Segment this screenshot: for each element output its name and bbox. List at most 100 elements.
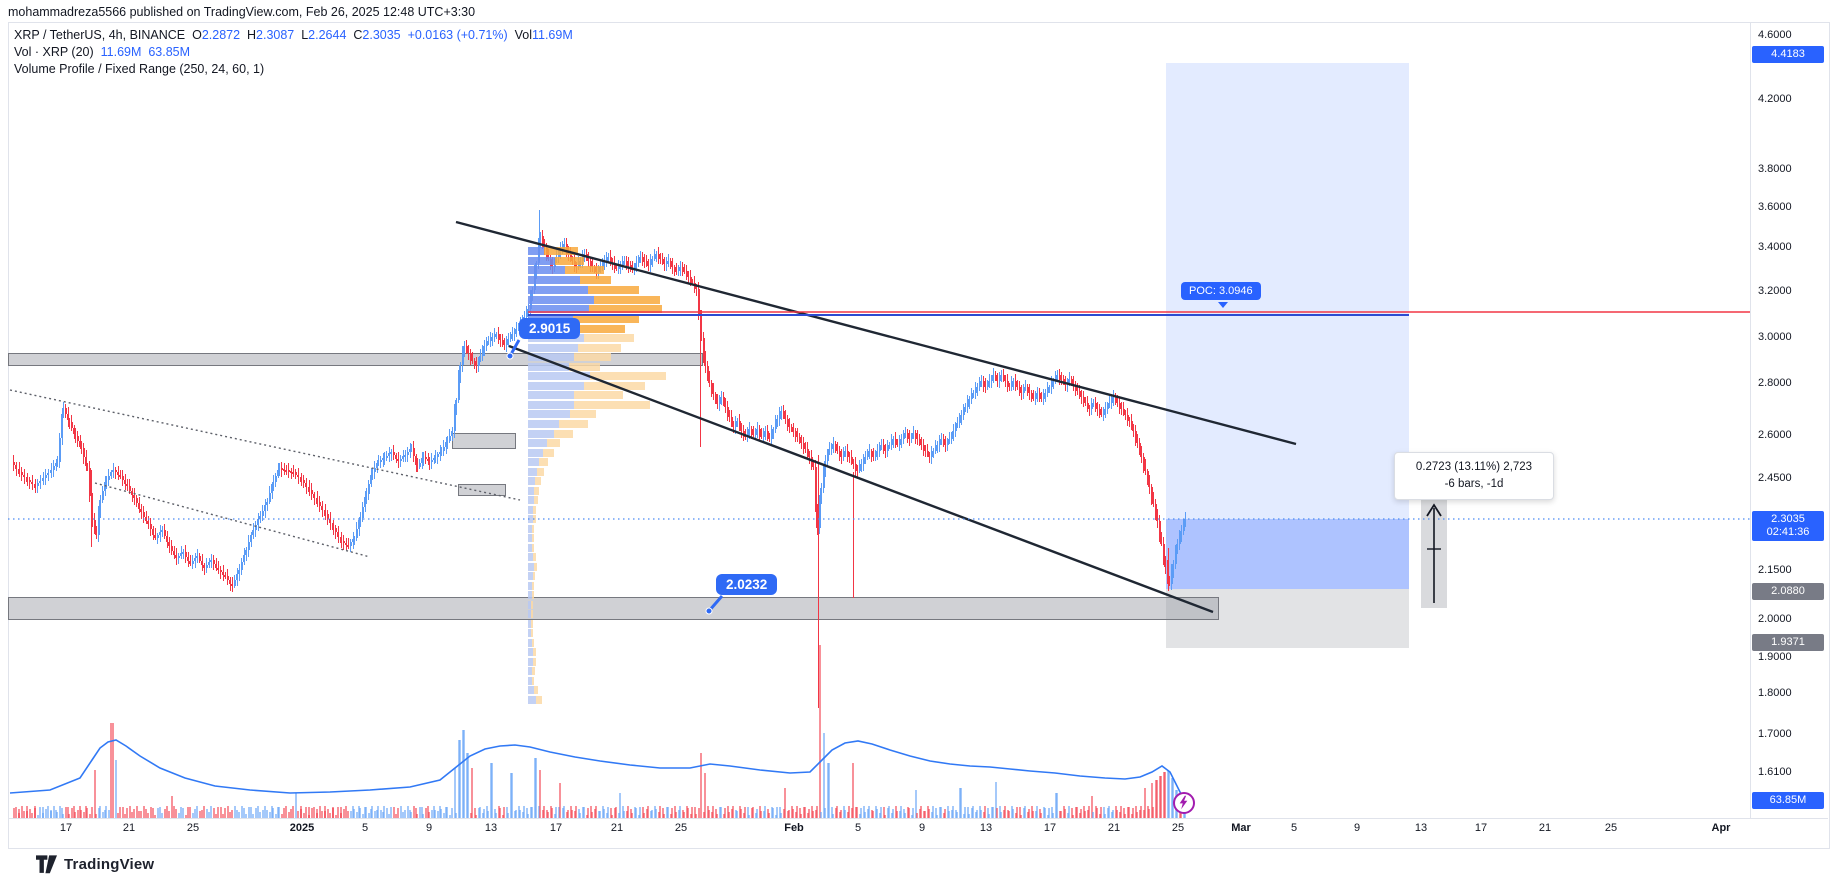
volume-bar <box>637 814 640 818</box>
volume-bar <box>388 814 391 818</box>
time-tick-13: 13 <box>979 822 993 834</box>
time-tick-13: 13 <box>1414 822 1428 834</box>
volume-bar <box>1148 808 1151 818</box>
volume-bar <box>135 806 138 818</box>
candle <box>205 564 208 568</box>
volume-bar <box>693 807 696 818</box>
legend-symbol-row[interactable]: XRP / TetherUS, 4h, BINANCE O2.2872 H2.3… <box>14 27 573 43</box>
price-badge-4.4183: 4.4183 <box>1752 46 1824 63</box>
volume-bar <box>455 812 458 818</box>
volume-bar <box>74 811 77 818</box>
volume-bar <box>505 806 508 818</box>
volume-bar <box>627 806 630 818</box>
volume-bar <box>561 808 564 818</box>
legend-volume-profile-row[interactable]: Volume Profile / Fixed Range (250, 24, 6… <box>14 61 573 77</box>
legend-volume-row[interactable]: Vol · XRP (20) 11.69M 63.85M <box>14 44 573 60</box>
volume-bar <box>410 811 413 818</box>
volume-bar <box>1068 806 1071 818</box>
volume-bar <box>547 811 550 818</box>
measure-band[interactable] <box>1421 496 1447 608</box>
candle <box>240 562 243 570</box>
volume-bar <box>585 814 588 818</box>
volume-bar <box>579 813 582 818</box>
volume-bar <box>187 807 190 818</box>
volume-bar <box>233 806 236 818</box>
volume-bar <box>700 753 703 818</box>
volume-bar <box>163 809 166 818</box>
volume-bar <box>952 806 955 818</box>
volume-bar <box>778 806 781 818</box>
vp-row-down <box>531 629 533 637</box>
price-callout-2.9015[interactable]: 2.9015 <box>519 318 581 339</box>
volume-bar <box>780 813 783 818</box>
volume-bar <box>569 806 572 818</box>
time-tick-17: 17 <box>1043 822 1057 834</box>
volume-bar <box>205 809 208 818</box>
flash-circle-icon[interactable] <box>1173 792 1195 814</box>
legend-segment: 2.3035 <box>362 28 401 42</box>
candle <box>236 573 239 580</box>
volume-bar <box>593 809 596 818</box>
volume-bar <box>97 808 100 818</box>
volume-bar <box>278 807 281 818</box>
legend-segment: +0.0163 (+0.71%) <box>400 28 508 42</box>
price-axis[interactable]: 4.6000 4.2000 3.8000 3.6000 3.4000 3.2000 3.00… <box>1750 22 1828 818</box>
volume-bar <box>1118 811 1121 818</box>
legend-segment: 2.3087 <box>256 28 295 42</box>
time-tick-5: 5 <box>1290 822 1298 834</box>
volume-bar <box>575 806 578 818</box>
volume-bar <box>20 806 23 818</box>
volume-bar <box>960 788 963 818</box>
candle <box>231 583 234 586</box>
volume-bar <box>617 812 620 818</box>
volume-bar <box>720 807 723 818</box>
volume-bar <box>406 806 409 818</box>
volume-bar <box>180 806 183 818</box>
volume-bar <box>1066 812 1069 818</box>
candle <box>194 557 197 561</box>
volume-bar <box>740 808 743 818</box>
volume-bar <box>679 806 682 818</box>
volume-bar <box>1060 810 1063 818</box>
price-callout-2.0232[interactable]: 2.0232 <box>716 574 778 595</box>
volume-bar <box>337 807 340 818</box>
price-tick-1.6100: 1.6100 <box>1758 766 1792 778</box>
volume-bar <box>1022 807 1025 818</box>
volume-bar <box>607 806 610 818</box>
volume-bar <box>742 813 745 818</box>
volume-bar <box>609 807 612 818</box>
candle <box>191 560 194 564</box>
legend-segment: Vol · XRP (20) <box>14 45 94 59</box>
legend-segment: O <box>185 28 202 42</box>
legend-segment: 11.69M <box>93 45 142 59</box>
volume-bar <box>1032 810 1035 818</box>
volume-bar <box>332 807 335 818</box>
tradingview-logo[interactable]: TradingView <box>36 855 154 874</box>
volume-bar <box>1046 814 1049 818</box>
price-tick-1.8000: 1.8000 <box>1758 687 1792 699</box>
volume-bar <box>724 807 727 818</box>
volume-bar <box>996 808 999 818</box>
volume-bar <box>469 812 472 818</box>
time-axis[interactable]: 17 21 25 2025 5 9 13 17 21 25 Feb 5 9 13 17 21 25 Mar 5 9 13… <box>8 818 1750 847</box>
volume-bar <box>597 810 600 818</box>
volume-bar <box>156 807 159 818</box>
volume-bar <box>308 814 311 818</box>
volume-bar <box>1134 806 1137 818</box>
volume-bar <box>168 810 171 818</box>
volume-bar <box>639 807 642 818</box>
volume-bar <box>1080 808 1083 818</box>
candle <box>215 563 218 568</box>
volume-bar <box>487 811 490 818</box>
volume-bar <box>477 807 480 818</box>
volume-bar <box>371 806 374 818</box>
volume-bar <box>1150 783 1153 818</box>
volume-bar <box>920 806 923 818</box>
poc-label[interactable]: POC: 3.0946 <box>1181 282 1261 300</box>
time-tick-Feb: Feb <box>784 822 804 834</box>
volume-bar <box>1140 806 1143 818</box>
volume-bar <box>479 806 482 818</box>
volume-bar <box>62 814 65 818</box>
